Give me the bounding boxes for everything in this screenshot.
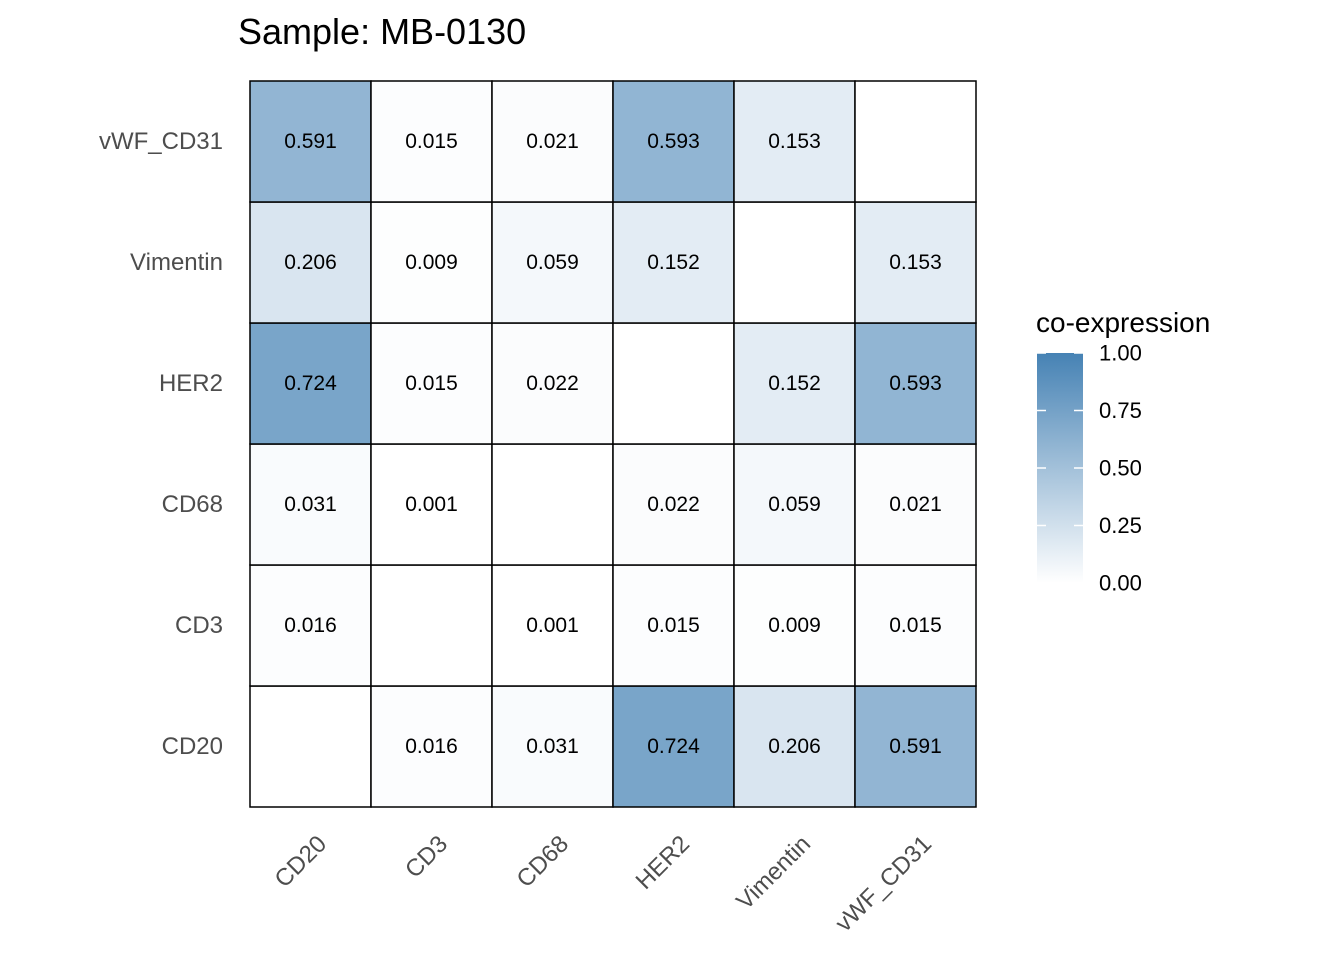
cell-value-label: 0.724 (284, 372, 337, 395)
heatmap-cell-Vimentin-CD68 (491, 201, 614, 324)
cell-value-label: 0.015 (889, 614, 942, 637)
y-tick-label: Vimentin (130, 249, 223, 276)
y-tick-label: CD3 (175, 612, 223, 639)
heatmap-cell-vWF_CD31-CD3 (370, 80, 493, 203)
chart-title: Sample: MB-0130 (238, 11, 526, 52)
cell-value-label: 0.022 (647, 493, 700, 516)
cell-value-label: 0.152 (768, 372, 821, 395)
heatmap-cell-CD3-HER2 (612, 564, 735, 687)
cell-value-label: 0.022 (526, 372, 579, 395)
x-tick-label: CD3 (400, 830, 453, 883)
y-tick-label: CD68 (162, 491, 223, 518)
legend-tick-label: 0.25 (1099, 513, 1142, 538)
heatmap-cell-vWF_CD31-vWF_CD31 (854, 80, 977, 203)
cell-value-label: 0.021 (526, 130, 579, 153)
cell-value-label: 0.016 (284, 614, 337, 637)
heatmap-cell-CD68-HER2 (612, 443, 735, 566)
cell-value-label: 0.015 (405, 372, 458, 395)
y-tick-label: CD20 (162, 733, 223, 760)
heatmap-cell-HER2-CD3 (370, 322, 493, 445)
heatmap-cell-CD20-CD68 (491, 685, 614, 808)
cell-value-label: 0.031 (284, 493, 337, 516)
heatmap-cells (249, 80, 977, 808)
cell-value-label: 0.021 (889, 493, 942, 516)
heatmap-cell-vWF_CD31-HER2 (612, 80, 735, 203)
cell-value-label: 0.016 (405, 735, 458, 758)
cell-value-label: 0.153 (768, 130, 821, 153)
cell-value-label: 0.015 (647, 614, 700, 637)
legend-tick-label: 1.00 (1099, 341, 1142, 366)
heatmap-cell-HER2-HER2 (612, 322, 735, 445)
heatmap-cell-CD20-Vimentin (733, 685, 856, 808)
cell-value-label: 0.001 (526, 614, 579, 637)
cell-value-label: 0.009 (768, 614, 821, 637)
cell-value-label: 0.591 (284, 130, 337, 153)
heatmap-cell-Vimentin-Vimentin (733, 201, 856, 324)
legend-ticks: 1.00 0.75 0.50 0.25 0.00 (1037, 341, 1142, 596)
cell-value-label: 0.009 (405, 251, 458, 274)
cell-value-label: 0.593 (647, 130, 700, 153)
heatmap-cell-CD68-CD3 (370, 443, 493, 566)
cell-value-label: 0.001 (405, 493, 458, 516)
heatmap-cell-CD3-Vimentin (733, 564, 856, 687)
heatmap-cell-CD20-CD3 (370, 685, 493, 808)
cell-value-label: 0.206 (284, 251, 337, 274)
heatmap-cell-CD3-CD3 (370, 564, 493, 687)
cell-value-label: 0.591 (889, 735, 942, 758)
heatmap-cell-vWF_CD31-CD68 (491, 80, 614, 203)
cell-value-label: 0.015 (405, 130, 458, 153)
cell-value-label: 0.593 (889, 372, 942, 395)
heatmap-cell-HER2-CD68 (491, 322, 614, 445)
heatmap-cell-HER2-vWF_CD31 (854, 322, 977, 445)
x-tick-label: HER2 (631, 830, 695, 894)
cell-value-label: 0.152 (647, 251, 700, 274)
heatmap-cell-HER2-Vimentin (733, 322, 856, 445)
y-axis-tick-labels: CD20 CD3 CD68 HER2 Vimentin vWF_CD31 (99, 128, 223, 760)
legend-tick-label: 0.50 (1099, 456, 1142, 481)
cell-value-label: 0.206 (768, 735, 821, 758)
heatmap-cell-CD3-vWF_CD31 (854, 564, 977, 687)
x-tick-label: CD68 (512, 830, 574, 892)
cell-value-label: 0.153 (889, 251, 942, 274)
x-tick-label: Vimentin (731, 830, 816, 915)
cell-value-label: 0.059 (768, 493, 821, 516)
heatmap-cell-Vimentin-CD20 (249, 201, 372, 324)
cell-value-label: 0.031 (526, 735, 579, 758)
cell-value-label: 0.724 (647, 735, 700, 758)
x-tick-label: CD20 (270, 830, 332, 892)
color-legend: co-expression 1.00 0.75 0.50 0.25 0.00 (1036, 307, 1210, 596)
heatmap-cell-labels: 0.016 0.031 0.724 0.206 0.591 0.016 0.001 0.015… (284, 130, 942, 758)
x-axis-tick-labels: CD20 CD3 CD68 HER2 Vimentin vWF_CD31 (270, 830, 937, 937)
heatmap-cell-CD20-vWF_CD31 (854, 685, 977, 808)
cell-value-label: 0.059 (526, 251, 579, 274)
heatmap-cell-CD3-CD20 (249, 564, 372, 687)
heatmap-cell-CD68-CD68 (491, 443, 614, 566)
legend-title: co-expression (1036, 307, 1210, 338)
y-tick-label: vWF_CD31 (99, 128, 223, 155)
heatmap-cell-CD3-CD68 (491, 564, 614, 687)
legend-tick-label: 0.00 (1099, 571, 1142, 596)
heatmap-cell-CD20-CD20 (249, 685, 372, 808)
legend-tick-label: 0.75 (1099, 398, 1142, 423)
x-tick-label: vWF_CD31 (830, 830, 937, 937)
heatmap-cell-Vimentin-vWF_CD31 (854, 201, 977, 324)
heatmap-cell-HER2-CD20 (249, 322, 372, 445)
y-tick-label: HER2 (159, 370, 223, 397)
heatmap-cell-CD68-vWF_CD31 (854, 443, 977, 566)
